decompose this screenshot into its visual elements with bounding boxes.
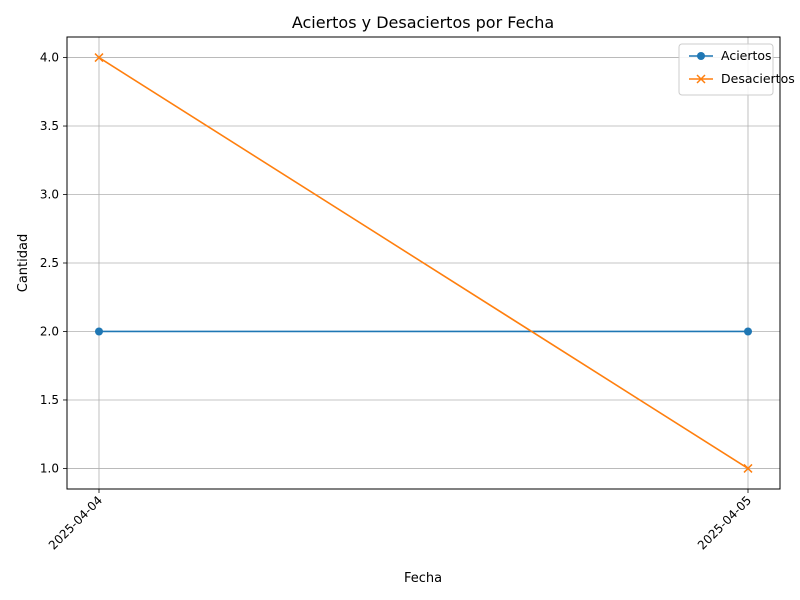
data-point-desaciertos [94, 53, 104, 63]
x-tick-label: 2025-04-04 [46, 493, 105, 552]
series-layer [94, 53, 753, 473]
legend-label-desaciertos: Desaciertos [721, 71, 795, 86]
y-tick-label: 2.0 [40, 324, 59, 338]
data-point-aciertos [744, 327, 752, 336]
legend-label-aciertos: Aciertos [721, 48, 772, 63]
data-point-desaciertos [743, 463, 753, 473]
series-line-desaciertos [98, 56, 749, 470]
chart-title: Aciertos y Desaciertos por Fecha [292, 13, 554, 32]
legend-marker-aciertos [697, 52, 705, 60]
x-axis-label: Fecha [404, 571, 442, 586]
y-tick-label: 1.0 [40, 461, 59, 475]
y-axis-label: Cantidad [16, 234, 31, 292]
y-tick-label: 1.5 [40, 393, 59, 407]
y-tick-label: 2.5 [40, 256, 59, 270]
data-point-aciertos [95, 327, 103, 336]
x-tick-label: 2025-04-05 [695, 493, 754, 552]
legend: Aciertos Desaciertos [678, 43, 795, 96]
y-tick-label: 4.0 [40, 51, 59, 65]
y-tick-label: 3.0 [40, 188, 59, 202]
legend-marker-desaciertos [696, 74, 706, 84]
y-tick-label: 3.5 [40, 119, 59, 133]
